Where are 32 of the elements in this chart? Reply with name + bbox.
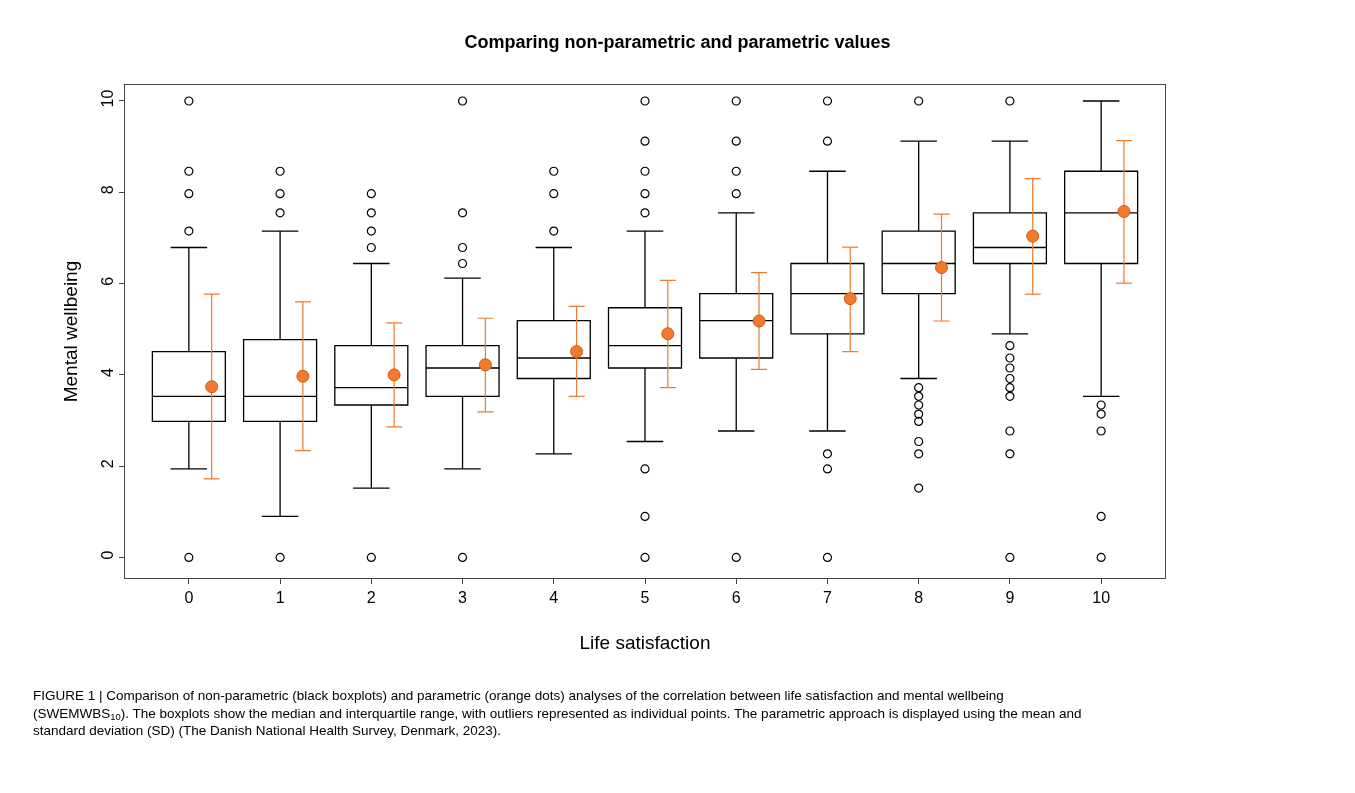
y-tick-label: 6 [98, 276, 116, 286]
point [752, 314, 766, 328]
x-tick-label: 4 [549, 589, 559, 607]
point [843, 292, 857, 306]
x-tick-label: 6 [731, 589, 741, 607]
y-tick-label: 4 [98, 367, 116, 377]
x-tick-label: 9 [1005, 589, 1015, 607]
y-tick-label: 0 [98, 550, 116, 560]
y-tick-label: 10 [98, 89, 116, 108]
y-tick-label: 2 [98, 459, 116, 469]
point [570, 345, 584, 359]
x-tick-label: 1 [275, 589, 285, 607]
x-tick-label: 5 [640, 589, 650, 607]
x-tick-label: 2 [366, 589, 376, 607]
point [1117, 204, 1131, 218]
point [1026, 229, 1040, 243]
point [296, 369, 310, 383]
y-axis-title: Mental wellbeing [60, 260, 82, 403]
x-tick-label: 0 [184, 589, 194, 607]
x-tick-label: 7 [823, 589, 833, 607]
chart-title: Comparing non-parametric and parametric values [464, 32, 891, 53]
point [387, 368, 401, 382]
x-tick-label: 3 [458, 589, 468, 607]
point [205, 380, 219, 394]
y-tick-label: 8 [98, 185, 116, 195]
x-axis-title: Life satisfaction [579, 632, 711, 653]
point [661, 327, 675, 341]
x-tick-label: 8 [914, 589, 924, 607]
point [478, 358, 492, 372]
x-tick-label: 10 [1092, 589, 1111, 607]
caption: FIGURE 1 | Comparison of non-parametric (black boxplots) and parametric (orange dots) analyses of the correlation between life satisfaction and mental wellbeing (SWEMWBS$_{10}$). The boxplots show the median and interquartile range, with outliers represented as individual points. The parametric approach is displayed using the mean and standard deviation (SD) (The Danish National Health Survey, Denmark, 2023). [33, 688, 1082, 739]
point [935, 261, 948, 275]
